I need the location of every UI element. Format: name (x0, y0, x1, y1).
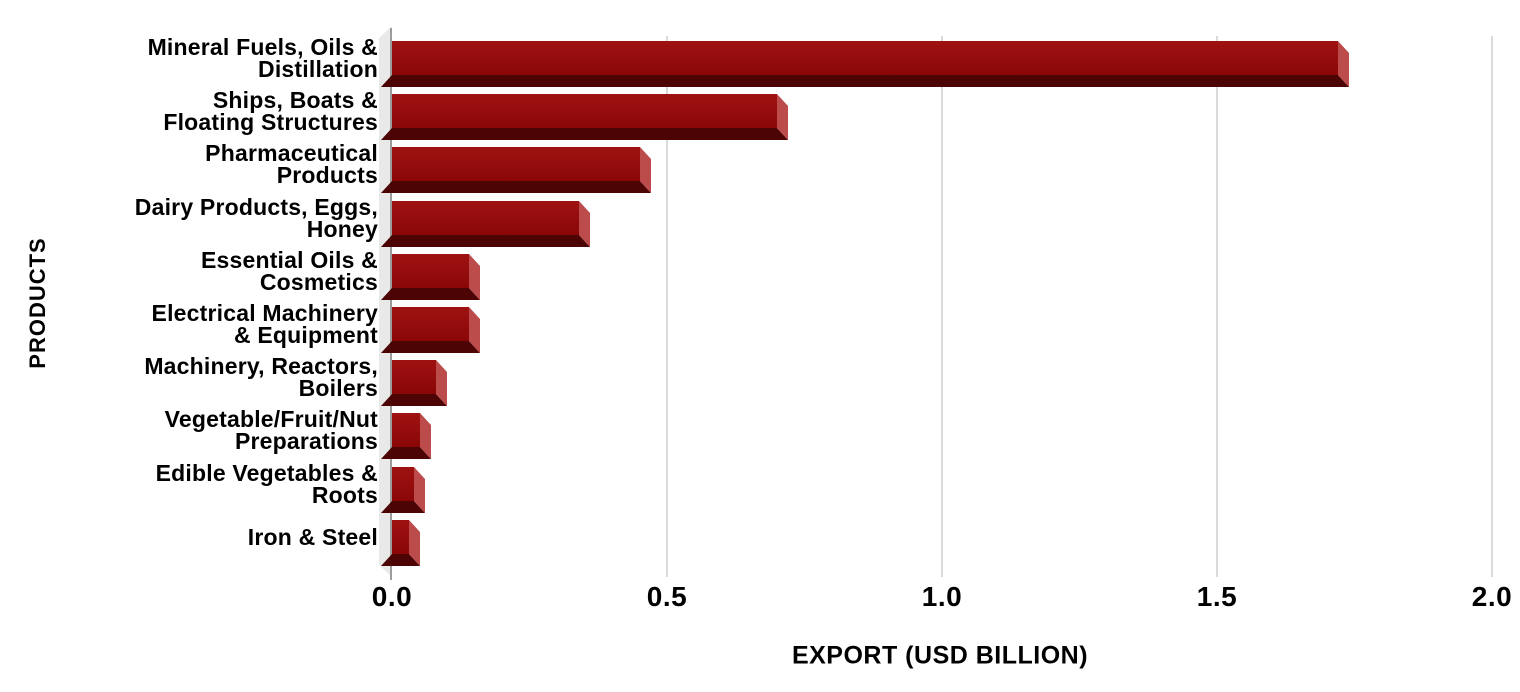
bar (392, 254, 469, 288)
bar-bottom-face (381, 341, 480, 353)
axis-wall-3d (379, 26, 392, 577)
bar-bottom-face (381, 75, 1349, 87)
bar (392, 360, 436, 394)
bar-bottom-face (381, 181, 651, 193)
category-label: Machinery, Reactors, Boilers (144, 353, 378, 402)
category-label: Ships, Boats & Floating Structures (163, 87, 378, 136)
gridline (666, 36, 668, 577)
bar-side-face (414, 467, 425, 513)
bar (392, 41, 1338, 75)
category-label: Pharmaceutical Products (205, 140, 378, 189)
gridline (1491, 36, 1493, 577)
y-axis-line (390, 28, 392, 580)
tick-label: 1.0 (921, 581, 963, 612)
category-label: Mineral Fuels, Oils & Distillation (147, 34, 378, 82)
bar (392, 201, 579, 235)
gridline (941, 36, 943, 577)
bar (392, 413, 420, 447)
bar-side-face (469, 307, 480, 353)
category-label: Essential Oils & Cosmetics (200, 246, 378, 295)
bar-side-face (579, 201, 590, 247)
bar-side-face (436, 360, 447, 406)
bar-side-face (420, 413, 431, 459)
category-label: Edible Vegetables & Roots (155, 459, 378, 508)
bar (392, 147, 640, 181)
category-label: Dairy Products, Eggs, Honey (134, 193, 378, 242)
category-label: Electrical Machinery & Equipment (151, 300, 378, 348)
tick-label: 0.0 (371, 581, 413, 612)
bar (392, 307, 469, 341)
bar (392, 467, 414, 501)
bar-side-face (469, 254, 480, 300)
bar-bottom-face (381, 235, 590, 247)
bar-bottom-face (381, 394, 447, 406)
category-label: Vegetable/Fruit/Nut Preparations (164, 406, 378, 455)
bar-bottom-face (381, 128, 788, 140)
bar-side-face (409, 520, 420, 566)
bar-bottom-face (381, 288, 480, 300)
bar-side-face (1338, 41, 1349, 87)
gridline (1216, 36, 1218, 577)
bar (392, 520, 409, 554)
bar (392, 94, 777, 128)
tick-label: 1.5 (1196, 581, 1238, 612)
category-label: Iron & Steel (247, 523, 378, 550)
bar-bottom-face (381, 447, 431, 459)
tick-label: 2.0 (1471, 581, 1513, 612)
x-axis-title: EXPORT (USD BILLION) (791, 641, 1089, 670)
bar-side-face (640, 147, 651, 193)
bar-bottom-face (381, 501, 425, 513)
tick-label: 0.5 (646, 581, 688, 612)
bar-bottom-face (381, 554, 420, 566)
bar-side-face (777, 94, 788, 140)
